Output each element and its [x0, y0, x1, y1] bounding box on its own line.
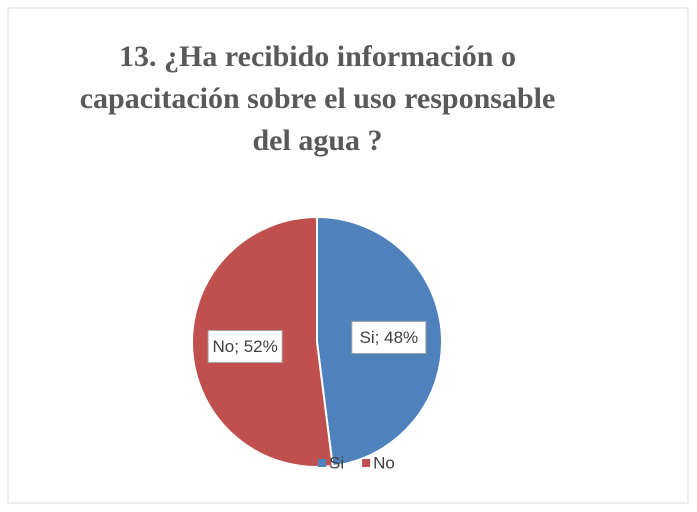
legend-label: No	[373, 453, 395, 472]
legend-label: Si	[329, 453, 344, 472]
data-label-box	[207, 330, 283, 364]
legend-swatch	[362, 459, 371, 467]
legend-swatch	[318, 459, 326, 467]
chart-border	[7, 7, 689, 504]
data-label: No; 52%	[213, 337, 278, 356]
data-label-box	[351, 320, 427, 354]
chart-title: 13. ¿Ha recibido información o capacitac…	[79, 40, 556, 157]
data-label: Si; 48%	[360, 328, 419, 347]
